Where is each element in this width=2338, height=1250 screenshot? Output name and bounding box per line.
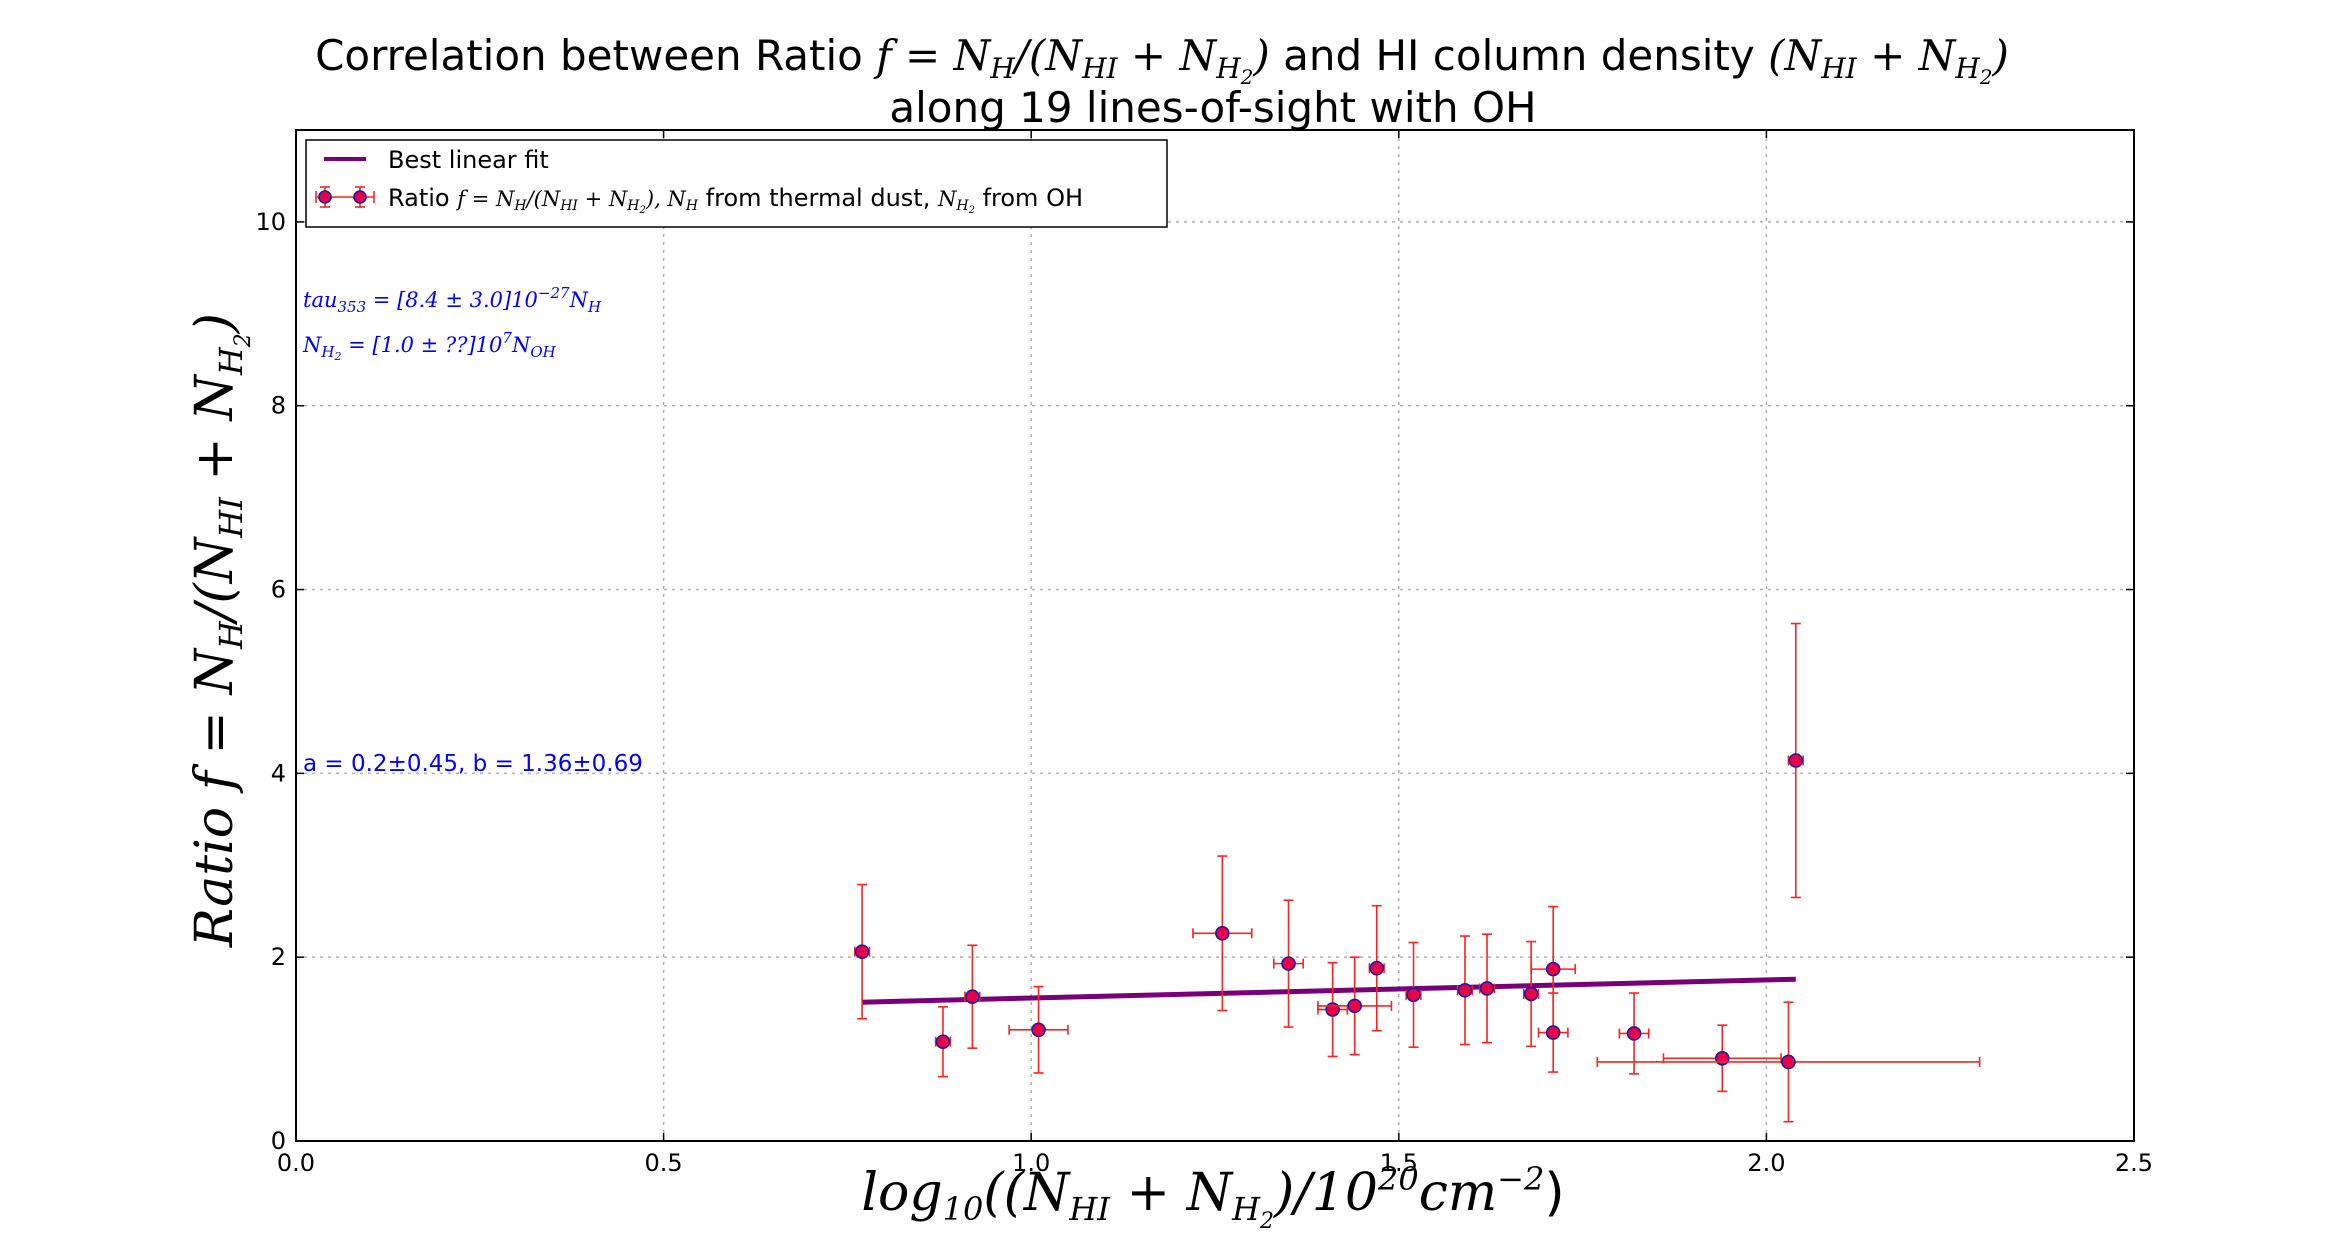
data-point [1317,956,1393,1056]
y-axis-label: Ratio f = NH/(NHI + NH2) [185,313,256,948]
data-marker [1626,1026,1642,1041]
legend-fit-label: Best linear fit [388,146,549,174]
x-axis-label: log10((NHI + NH2)/1020cm−2) [861,1160,1564,1234]
data-point [1662,1024,1782,1093]
plot-frame [295,129,2135,1142]
data-point [1273,899,1305,1028]
data-point [1317,961,1349,1058]
data-point [1522,940,1540,1048]
data-marker [1406,987,1421,1003]
data-point [964,944,981,1049]
data-marker [1479,981,1495,996]
data-point [853,883,871,1020]
data-marker [1457,982,1473,998]
annotation-fit-params: a = 0.2±0.45, b = 1.36±0.69 [303,751,643,777]
data-marker [1523,986,1539,1002]
annotation-tau353: tau353 = [8.4 ± 3.0]10−27NH [303,284,602,316]
data-point [1008,985,1069,1074]
legend-box [305,139,1168,228]
data-marker [1714,1050,1730,1066]
points-layer [853,622,1981,1123]
data-marker [1545,1025,1561,1040]
data-marker [1215,925,1230,941]
chart-title-line1: Correlation between Ratio f = NH/(NHI + … [315,31,2009,89]
data-marker [1788,753,1804,768]
data-marker [1281,956,1296,971]
data-point [1787,622,1804,899]
data-marker [1031,1022,1046,1038]
y-tick-label: 10 [255,208,286,236]
legend-errorbar-swatch [315,186,375,208]
data-point [1456,935,1474,1046]
data-point [1537,992,1569,1073]
data-marker [854,944,870,959]
x-tick-label: 0.5 [645,1149,683,1177]
data-point [934,1006,952,1078]
data-point [1192,855,1253,1012]
fit-layer [862,976,1796,1005]
data-point [1596,1001,1981,1123]
data-marker [935,1034,951,1050]
data-marker [1325,1002,1340,1017]
x-tick-label: 0.0 [277,1149,315,1177]
best-fit-line [862,976,1796,1005]
tick-labels: 0.0 0.5 1.0 1.5 2.0 2.5 0 2 4 6 8 10 [255,208,2153,1177]
data-marker [1545,961,1561,977]
data-marker [965,989,980,1005]
grid-lines [296,130,2134,1141]
data-point [1618,992,1650,1075]
legend: Best linear fit Ratio f = NH/(NHI + NH2)… [305,139,1168,228]
y-tick-label: 2 [271,943,286,971]
data-point [1478,933,1496,1044]
data-marker [1369,960,1385,976]
chart-title-line2: along 19 lines-of-sight with OH [889,83,1536,132]
data-marker [1781,1054,1796,1070]
x-tick-label: 1.5 [1380,1149,1418,1177]
x-tick-label: 1.0 [1012,1149,1050,1177]
y-tick-label: 0 [271,1127,286,1155]
annotation-nh2: NH2 = [1.0 ± ??]107NOH [302,329,557,363]
axis-ticks [295,130,2135,1142]
data-point [1405,941,1422,1049]
y-tick-label: 6 [271,576,286,604]
y-tick-label: 4 [271,759,286,787]
legend-ratio-label: Ratio f = NH/(NHI + NH2), NH from therma… [388,184,1083,216]
y-tick-label: 8 [271,392,286,420]
data-point [1368,904,1385,1032]
x-tick-label: 2.0 [1747,1149,1785,1177]
data-marker [1347,998,1362,1014]
x-tick-label: 2.5 [2115,1149,2153,1177]
